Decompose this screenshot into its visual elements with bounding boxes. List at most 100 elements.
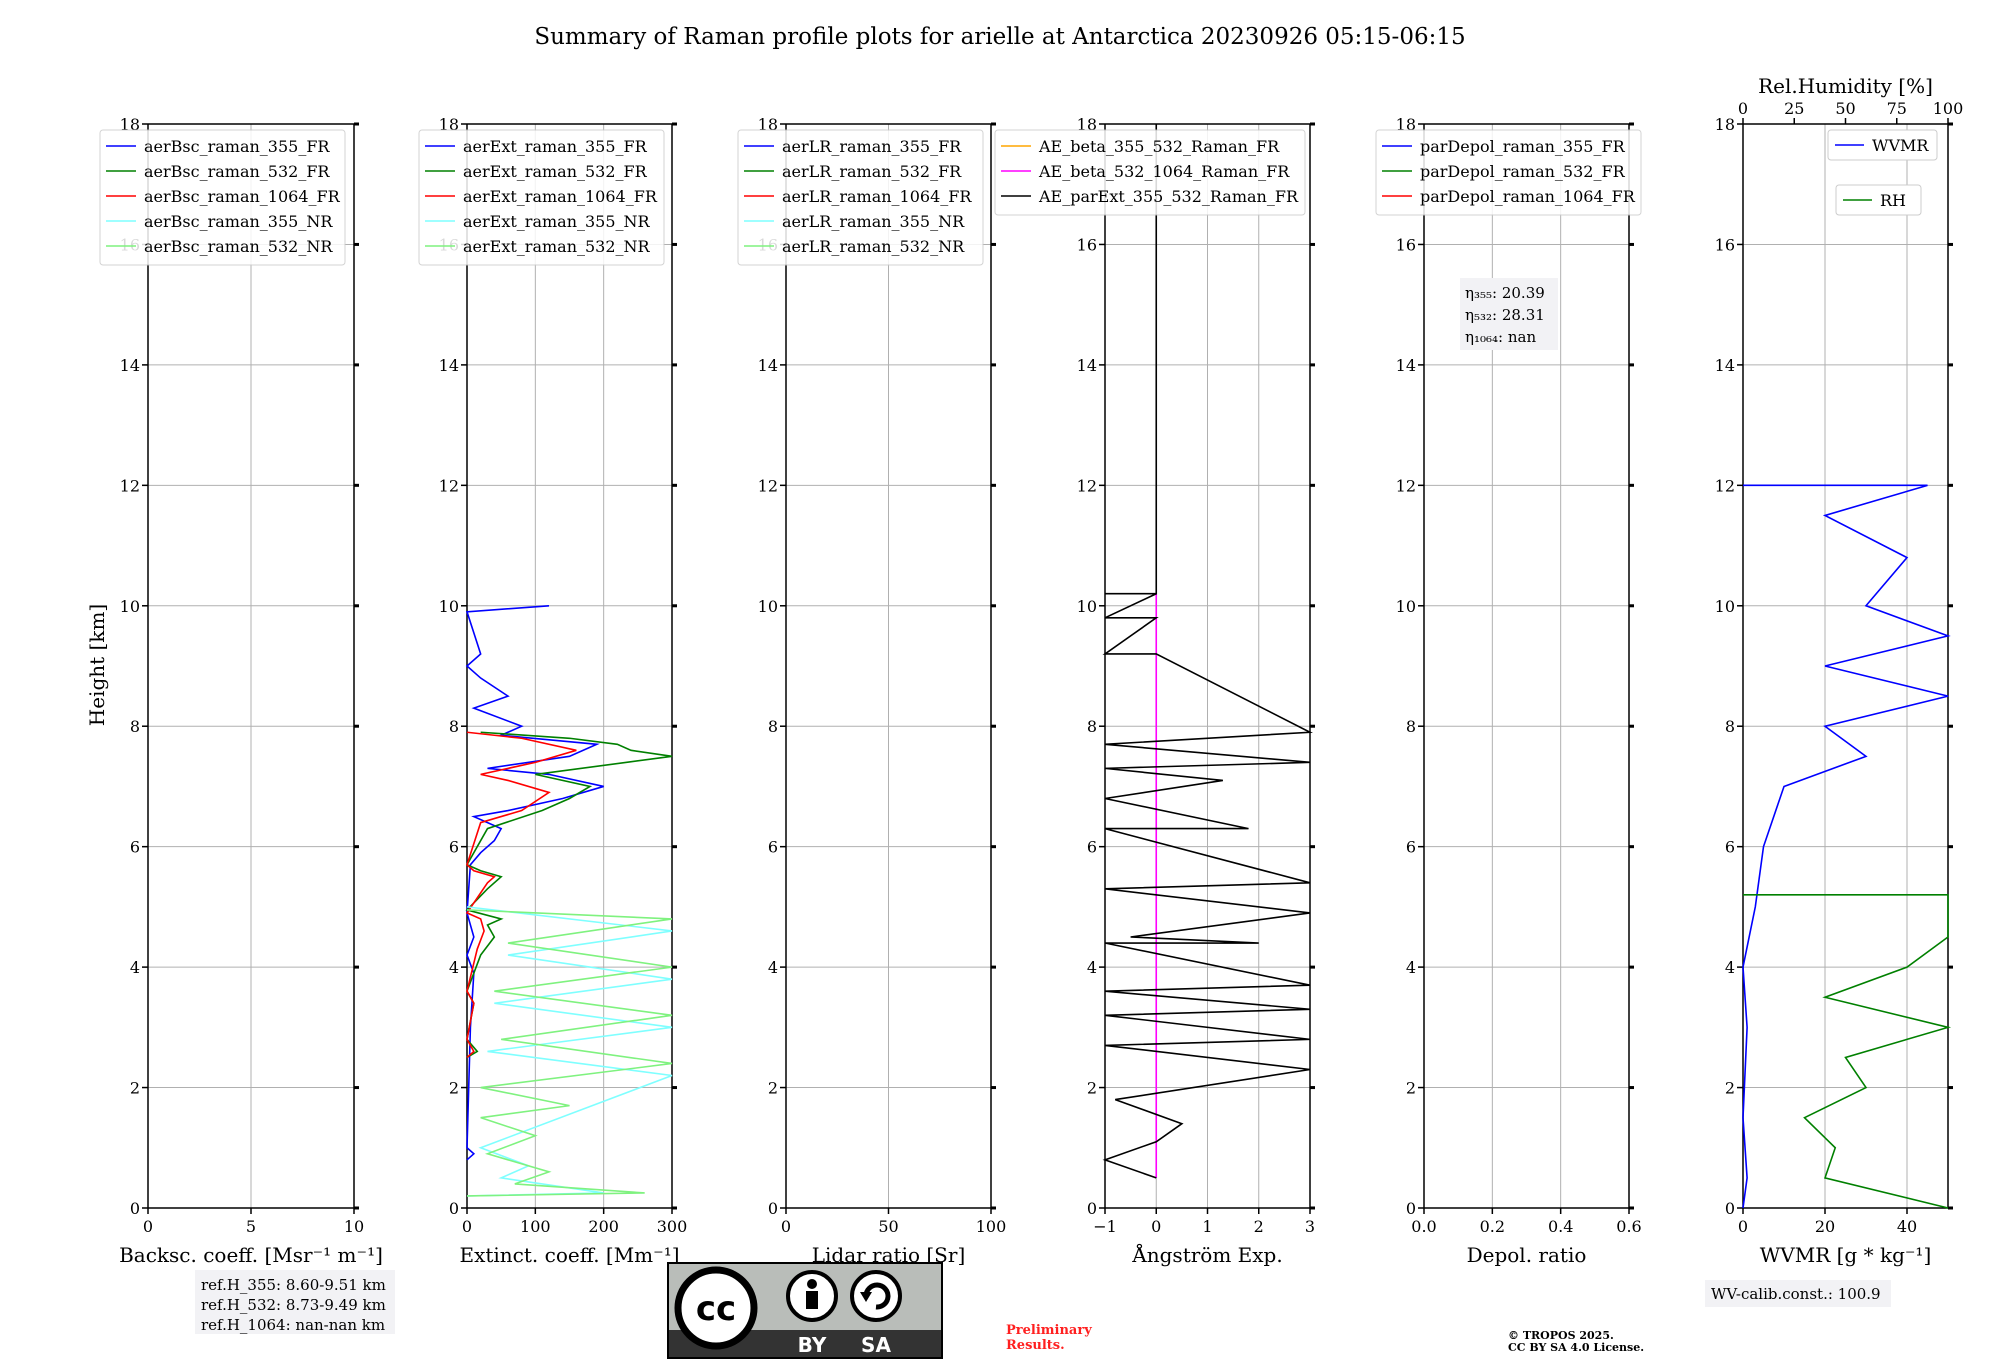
xtick-label: 0.6 [1616,1217,1641,1236]
legend-label: aerExt_raman_355_FR [463,137,648,156]
xtick-label: 0.4 [1548,1217,1573,1236]
legend-box [737,129,984,266]
top-x-axis-label: Rel.Humidity [%] [1758,74,1933,98]
xtick-label: 40 [1897,1217,1917,1236]
xtick-label: 50 [878,1217,898,1236]
x-axis-label: Depol. ratio [1467,1243,1587,1267]
sa-label: SA [861,1333,891,1357]
xtick-label: 2 [1254,1217,1264,1236]
xtick-label: 20 [1815,1217,1835,1236]
ytick-label: 4 [1406,958,1416,977]
xtick-label: −1 [1093,1217,1117,1236]
copyright-line2: CC BY SA 4.0 License. [1508,1341,1644,1354]
ytick-label: 6 [1406,838,1416,857]
ytick-label: 18 [758,115,778,134]
cc-icon [674,1266,758,1350]
ytick-label: 2 [768,1079,778,1098]
ytick-label: 0 [1725,1199,1735,1218]
ytick-label: 4 [449,958,459,977]
series-aerExt_raman_1064_FR [465,731,577,1059]
ytick-label: 0 [449,1199,459,1218]
legend-label: aerLR_raman_1064_FR [782,187,972,206]
legend-box [1827,129,1938,161]
eta-box [1460,278,1558,350]
legend-label: AE_beta_532_1064_Raman_FR [1038,162,1290,181]
legend: parDepol_raman_355_FR parDepol_raman_532_… [1375,129,1642,216]
xtick-label: 10 [344,1217,364,1236]
ytick-label: 18 [120,115,140,134]
y-axis-label: Height [km] [85,604,109,726]
ytick-label: 12 [1715,476,1735,495]
top-xtick-label: 0 [1738,99,1748,118]
series-aerExt_raman_532_FR [465,731,673,1059]
ytick-label: 10 [120,597,140,616]
preliminary-line2: Results. [1006,1338,1065,1353]
by-label: BY [798,1333,827,1357]
ytick-label: 0 [1406,1199,1416,1218]
ytick-label: 4 [768,958,778,977]
ytick-label: 2 [449,1079,459,1098]
ytick-label: 12 [758,476,778,495]
legend: AE_beta_355_532_Raman_FR AE_beta_532_1064… [994,129,1306,216]
ytick-label: 6 [449,838,459,857]
ytick-label: 12 [120,476,140,495]
ytick-label: 18 [1396,115,1416,134]
ytick-label: 0 [768,1199,778,1218]
cc-license-badge: cc BY SA [667,1262,943,1359]
legend-box [99,129,346,266]
xtick-label: 0 [781,1217,791,1236]
legend-label: RH [1880,191,1906,210]
legend-wvmr: WVMR [1827,129,1938,161]
legend-label: aerBsc_raman_532_NR [144,237,333,256]
xtick-label: 0 [462,1217,472,1236]
eta-line: η₅₃₂: 28.31 [1465,306,1545,324]
ytick-label: 10 [439,597,459,616]
legend-label: aerBsc_raman_532_FR [144,162,330,181]
xtick-label: 100 [520,1217,551,1236]
legend-label: parDepol_raman_355_FR [1420,137,1626,156]
ytick-label: 14 [758,356,778,375]
ytick-label: 2 [1406,1079,1416,1098]
ytick-label: 16 [1077,235,1097,254]
ytick-label: 18 [1077,115,1097,134]
legend-label: AE_parExt_355_532_Raman_FR [1038,187,1299,206]
xtick-label: 0.2 [1480,1217,1505,1236]
x-axis-label: Backsc. coeff. [Msr⁻¹ m⁻¹] [119,1243,383,1267]
eta-line: η₁₀₆₄: nan [1465,328,1536,346]
top-xtick-label: 50 [1835,99,1855,118]
xtick-label: 0 [143,1217,153,1236]
ytick-label: 6 [1725,838,1735,857]
copyright-line1: © TROPOS 2025. [1508,1329,1614,1342]
ytick-label: 18 [439,115,459,134]
ytick-label: 14 [439,356,459,375]
ytick-label: 2 [1087,1079,1097,1098]
ytick-label: 14 [1077,356,1097,375]
ytick-label: 8 [130,717,140,736]
ytick-label: 12 [1077,476,1097,495]
top-xtick-label: 25 [1784,99,1804,118]
legend-label: aerBsc_raman_1064_FR [144,187,341,206]
ytick-label: 4 [130,958,140,977]
ytick-label: 8 [1087,717,1097,736]
eta-line: η₃₅₅: 20.39 [1465,284,1545,302]
legend: aerLR_raman_355_FR aerLR_raman_532_FR aerL… [737,129,984,266]
legend-label: aerLR_raman_355_NR [782,212,965,231]
panel-p1: 0246810121416180100200300Extinct. coeff.… [418,115,687,1267]
legend-label: WVMR [1872,136,1929,155]
legend-label: aerBsc_raman_355_NR [144,212,333,231]
legend-label: parDepol_raman_532_FR [1420,162,1626,181]
x-axis-label: Extinct. coeff. [Mm⁻¹] [459,1243,679,1267]
xtick-label: 3 [1305,1217,1315,1236]
ytick-label: 10 [1396,597,1416,616]
ytick-label: 0 [130,1199,140,1218]
legend-box [994,129,1306,216]
eta-note: η₃₅₅: 20.39 η₅₃₂: 28.31 η₁₀₆₄: nan [1460,278,1558,350]
ytick-label: 14 [120,356,140,375]
legend-rh: RH [1835,184,1922,216]
series-RH [1743,894,1952,1209]
series-WVMR [1742,484,1951,1209]
top-xtick-label: 75 [1887,99,1907,118]
refh-355: ref.H_355: 8.60-9.51 km [201,1276,386,1294]
wv-calib-text: WV-calib.const.: 100.9 [1711,1285,1881,1303]
